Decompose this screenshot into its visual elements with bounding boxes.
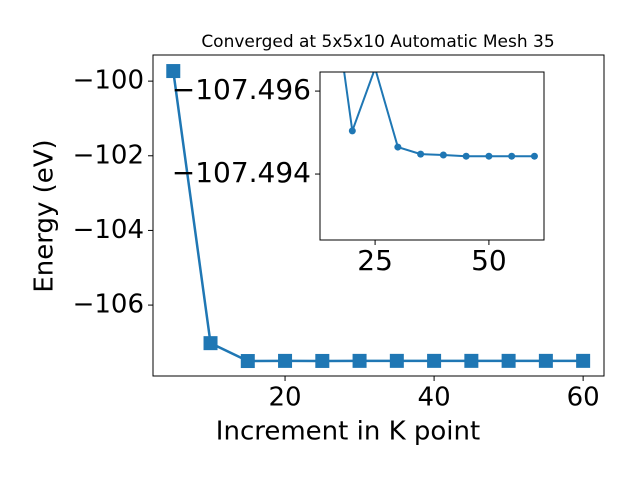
marker bbox=[439, 151, 447, 159]
y-axis-label: Energy (eV) bbox=[30, 139, 60, 292]
y-tick-label: −106 bbox=[73, 290, 144, 320]
x-tick-label: 20 bbox=[269, 383, 302, 413]
plot-frame bbox=[152, 54, 605, 377]
marker bbox=[508, 152, 516, 160]
data-line bbox=[343, 72, 535, 158]
chart-title: Converged at 5x5x10 Automatic Mesh 35 bbox=[201, 32, 554, 52]
y-tick-label: −102 bbox=[73, 140, 144, 170]
marker bbox=[203, 336, 218, 351]
marker bbox=[501, 353, 516, 368]
y-tick-label: −107.496 bbox=[172, 73, 311, 106]
y-tick-label: −104 bbox=[73, 215, 144, 245]
x-tick-label: 25 bbox=[357, 244, 393, 277]
marker bbox=[394, 143, 402, 151]
marker bbox=[417, 150, 425, 158]
marker bbox=[240, 354, 255, 369]
marker bbox=[576, 353, 591, 368]
marker bbox=[389, 353, 404, 368]
marker bbox=[538, 353, 553, 368]
x-tick-label: 40 bbox=[418, 383, 451, 413]
marker bbox=[315, 353, 330, 368]
y-tick-label: −107.494 bbox=[172, 156, 311, 189]
marker bbox=[427, 353, 442, 368]
plot-frame bbox=[319, 71, 545, 241]
marker bbox=[278, 353, 293, 368]
plot-group bbox=[166, 64, 591, 369]
x-axis-label: Increment in K point bbox=[216, 417, 480, 447]
marker bbox=[464, 353, 479, 368]
marker bbox=[166, 64, 181, 79]
y-tick-label: −100 bbox=[73, 66, 144, 96]
marker bbox=[462, 152, 470, 160]
marker bbox=[352, 353, 367, 368]
plot-group bbox=[343, 72, 538, 160]
x-tick-label: 50 bbox=[471, 244, 507, 277]
x-tick-label: 60 bbox=[567, 383, 600, 413]
marker bbox=[530, 152, 538, 160]
marker bbox=[348, 127, 356, 135]
marker bbox=[485, 152, 493, 160]
